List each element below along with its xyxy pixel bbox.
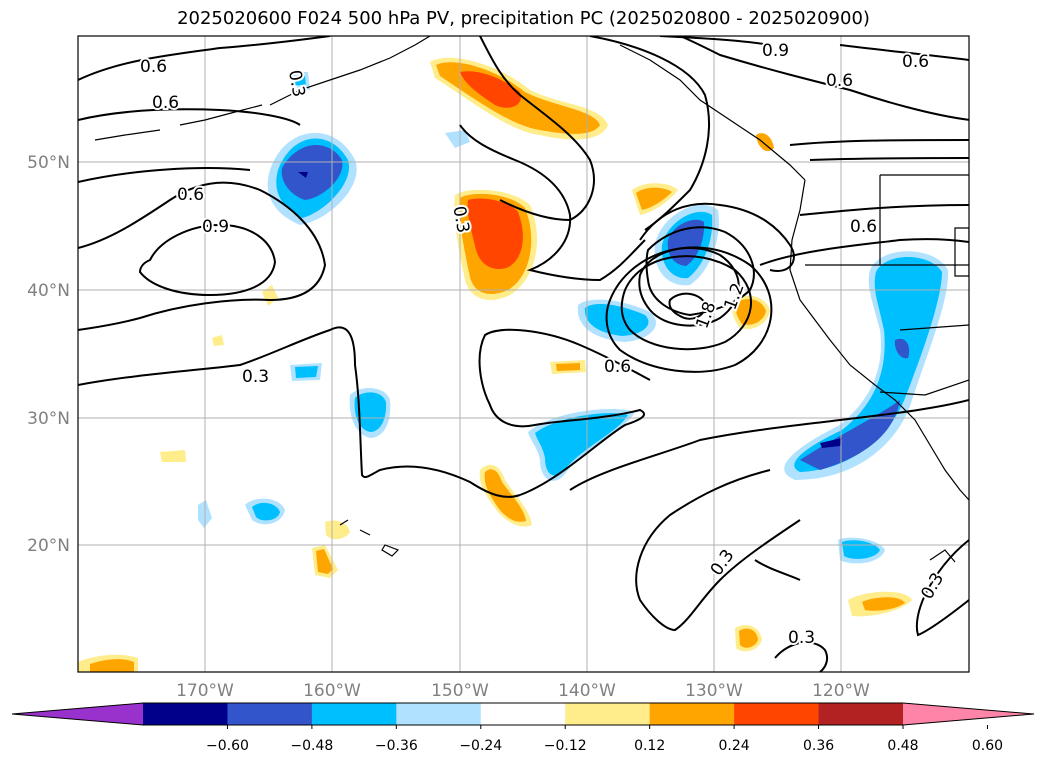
lat-tick-label: 30°N [27,409,70,429]
lat-tick-label: 40°N [27,281,70,301]
colorbar-tick-label: 0.36 [803,738,834,754]
contour-label: 0.6 [826,71,853,91]
colorbar-segment [480,703,566,725]
contour-label: 0.6 [177,185,204,205]
contour-label: 0.6 [140,57,167,77]
contour-label: 0.3 [242,367,269,387]
colorbar-segment [734,703,820,725]
latitude-labels: 50°N 40°N 30°N 20°N [27,153,70,556]
colorbar-tick-label: 0.48 [887,738,918,754]
lon-tick-label: 170°W [176,681,234,701]
colorbar-extend-high [903,703,1034,725]
lon-tick-label: 120°W [812,681,870,701]
colorbar: −0.60 −0.48 −0.36 −0.24 −0.12 0.12 0.24 0.36 0.4… [11,702,1035,754]
colorbar-extend-low [12,703,143,725]
contour-label: 0.6 [152,93,179,113]
coastlines [94,36,969,563]
colorbar-segment [143,703,228,725]
chart-title: 2025020600 F024 500 hPa PV, precipitatio… [177,8,870,29]
colorbar-segment [311,703,397,725]
pv-contours [78,36,969,672]
colorbar-tick-label: −0.24 [459,738,502,754]
colorbar-outline [11,702,1035,726]
contour-label: 0.6 [850,217,877,237]
colorbar-tick-label: −0.48 [290,738,333,754]
colorbar-tick-label: −0.36 [375,738,418,754]
lon-tick-label: 130°W [685,681,743,701]
contour-label: 0.6 [902,52,929,72]
lon-tick-label: 150°W [431,681,489,701]
longitude-labels: 170°W 160°W 150°W 140°W 130°W 120°W [176,681,870,701]
colorbar-tick-label: 0.60 [972,738,1003,754]
lon-tick-label: 160°W [303,681,361,701]
colorbar-segment [396,703,482,725]
colorbar-segment [649,703,735,725]
colorbar-segment [227,703,313,725]
colorbar-tick-label: 0.12 [634,738,665,754]
lat-tick-label: 50°N [27,153,70,173]
colorbar-segment [818,703,904,725]
contour-label: 0.9 [202,217,229,237]
lon-tick-label: 140°W [558,681,616,701]
contour-label: 0.9 [762,41,789,61]
lat-tick-label: 20°N [27,536,70,556]
contour-label: 0.6 [604,357,631,377]
colorbar-tick-label: −0.60 [206,738,249,754]
map-background [78,36,969,672]
colorbar-segment [565,703,651,725]
colorbar-tick-label: 0.24 [719,738,750,754]
colorbar-tick-label: −0.12 [544,738,587,754]
contour-label: 0.3 [788,628,815,648]
map-frame [77,35,970,673]
